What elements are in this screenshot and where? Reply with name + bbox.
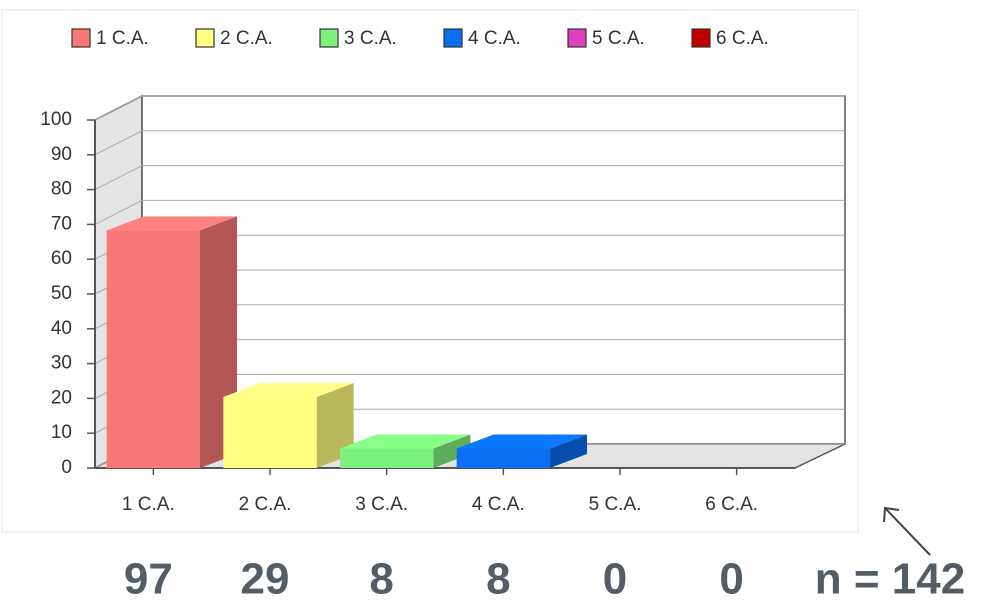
bar-side	[316, 383, 354, 468]
bar-top	[106, 216, 238, 231]
y-tick-label: 50	[51, 283, 72, 304]
grid-line	[94, 165, 845, 191]
annotation-arrowhead	[883, 506, 900, 523]
bar	[340, 448, 434, 468]
y-tick-label: 70	[51, 213, 72, 234]
legend-swatch	[691, 28, 711, 48]
y-tick-label: 40	[51, 318, 72, 339]
legend-label: 1 C.A.	[96, 28, 149, 49]
bar	[106, 230, 200, 468]
bar-side	[550, 434, 587, 468]
y-tick-label: 80	[51, 179, 72, 200]
legend-label: 6 C.A.	[716, 28, 769, 49]
x-tick-label: 1 C.A.	[122, 494, 175, 515]
legend-label: 3 C.A.	[344, 28, 397, 49]
legend-swatch	[71, 28, 91, 48]
legend-label: 2 C.A.	[220, 28, 273, 49]
bar-top	[223, 383, 354, 398]
count-label: 8	[369, 555, 393, 602]
x-tick-label: 2 C.A.	[239, 494, 292, 515]
count-label: 0	[719, 555, 743, 602]
grid-line	[94, 199, 845, 225]
count-label: 0	[603, 555, 627, 602]
y-tick-label: 60	[51, 248, 72, 269]
grid-line	[94, 95, 845, 121]
bar	[223, 397, 317, 468]
total-annotation: n = 142	[815, 555, 965, 602]
legend-swatch	[195, 28, 215, 48]
x-tick-label: 4 C.A.	[472, 494, 525, 515]
grid-line	[94, 130, 845, 156]
y-tick-label: 100	[40, 109, 72, 130]
bar-top	[456, 434, 587, 449]
count-label: 29	[241, 555, 290, 602]
annotation-arrow	[884, 507, 931, 556]
x-tick-label: 3 C.A.	[355, 494, 408, 515]
y-tick-label: 10	[51, 422, 72, 443]
y-tick-label: 0	[61, 457, 72, 478]
count-label: 8	[486, 555, 510, 602]
x-tick-label: 5 C.A.	[589, 494, 642, 515]
legend-swatch	[567, 28, 587, 48]
y-tick-label: 90	[51, 144, 72, 165]
legend-label: 5 C.A.	[592, 28, 645, 49]
y-tick-label: 30	[51, 353, 72, 374]
bar-top	[340, 434, 471, 449]
legend-label: 4 C.A.	[468, 28, 521, 49]
count-label: 97	[124, 555, 173, 602]
bar	[456, 448, 550, 468]
y-tick-label: 20	[51, 387, 72, 408]
legend-swatch	[319, 28, 339, 48]
bar-side	[433, 434, 471, 468]
legend-swatch	[443, 28, 463, 48]
x-tick-label: 6 C.A.	[705, 494, 758, 515]
